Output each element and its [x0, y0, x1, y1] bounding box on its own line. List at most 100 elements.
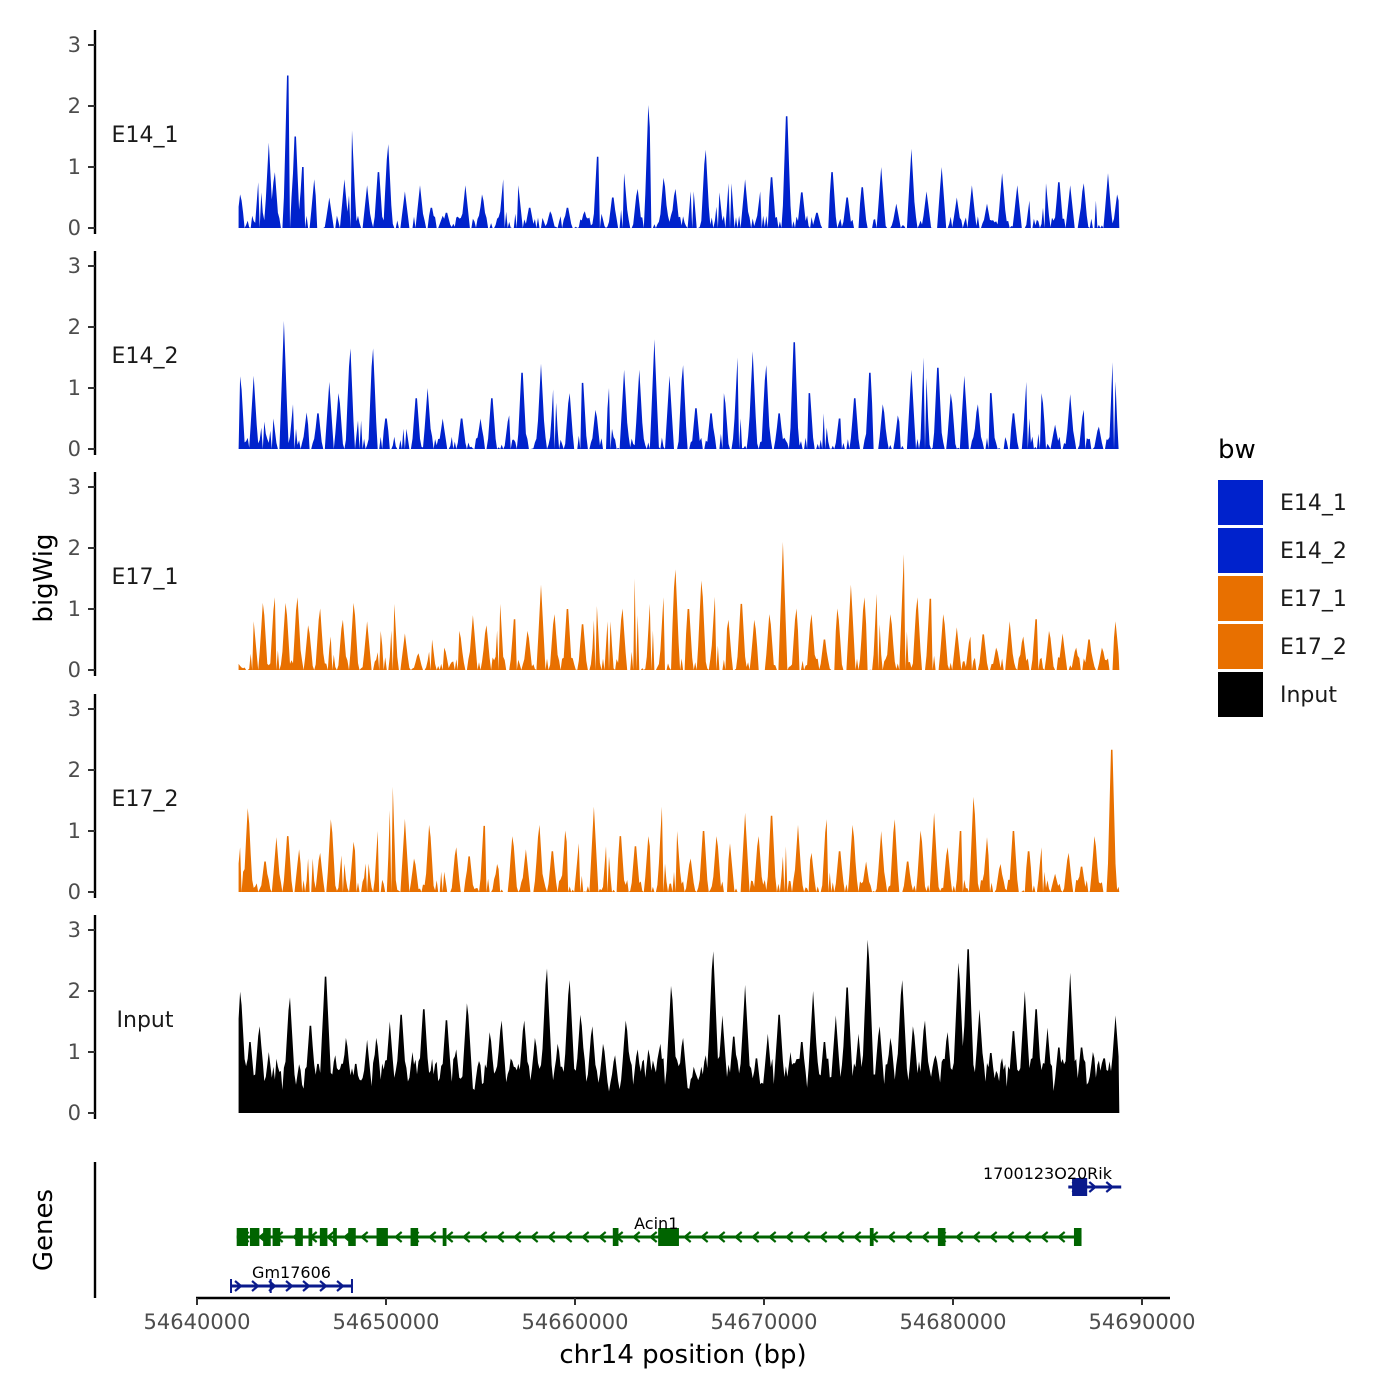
- gene-label: Acin1: [634, 1214, 678, 1233]
- exon: [1072, 1178, 1088, 1196]
- strand-chevron: [478, 1231, 488, 1243]
- legend-label: Input: [1280, 683, 1337, 708]
- strand-chevron: [988, 1231, 998, 1243]
- strand-chevron: [699, 1231, 709, 1243]
- exon: [319, 1228, 328, 1246]
- series-area-Input: [238, 939, 1120, 1113]
- strand-chevron: [954, 1231, 964, 1243]
- strand-chevron: [563, 1231, 573, 1243]
- genes-layer: 1700123O20Rik Acin1 Gm17606: [93, 1162, 1122, 1298]
- y-tick-label: 1: [68, 376, 81, 400]
- gene-Acin1: Acin1: [236, 1214, 1082, 1246]
- legend-swatch: [1218, 624, 1263, 669]
- track-Input: 0 1 2 3 Input: [68, 915, 1120, 1125]
- legend-title: bw: [1218, 435, 1256, 465]
- legend-label: E17_2: [1280, 635, 1347, 660]
- exon: [333, 1228, 337, 1246]
- track-E17_1: 0 1 2 3 E17_1: [68, 472, 1120, 682]
- strand-chevron: [750, 1231, 760, 1243]
- track-E14_2: 0 1 2 3 E14_2: [68, 251, 1120, 461]
- exon: [263, 1228, 271, 1246]
- strand-chevron: [818, 1231, 828, 1243]
- exon: [295, 1228, 303, 1246]
- y-tick-label: 3: [68, 475, 81, 499]
- y-tick-label: 3: [68, 697, 81, 721]
- strand-chevron: [784, 1231, 794, 1243]
- y-tick-label: 2: [68, 758, 81, 782]
- track-label: E14_1: [112, 123, 179, 148]
- gene-label: 1700123O20Rik: [983, 1164, 1113, 1183]
- legend-label: E14_1: [1280, 491, 1347, 516]
- legend-swatch: [1218, 480, 1263, 525]
- series-area-E14_2: [238, 320, 1120, 449]
- x-axis: 54640000 54650000 54660000 54670000 54680000…: [144, 1296, 1196, 1334]
- exon: [658, 1228, 679, 1246]
- strand-chevron: [886, 1231, 896, 1243]
- exon: [442, 1228, 447, 1246]
- strand-chevron: [648, 1231, 658, 1243]
- x-tick-label: 54650000: [333, 1310, 440, 1334]
- strand-chevron: [1022, 1231, 1032, 1243]
- x-tick-label: 54690000: [1089, 1310, 1196, 1334]
- strand-chevron: [682, 1231, 692, 1243]
- exon: [272, 1228, 281, 1246]
- strand-chevron: [733, 1231, 743, 1243]
- strand-chevron: [251, 1280, 260, 1292]
- strand-chevron: [512, 1231, 522, 1243]
- exon: [937, 1228, 946, 1246]
- track-E17_2: 0 1 2 3 E17_2: [68, 694, 1120, 904]
- x-axis-title: chr14 position (bp): [559, 1340, 806, 1370]
- strand-chevron: [461, 1231, 471, 1243]
- strand-chevron: [903, 1231, 913, 1243]
- exon: [1073, 1228, 1082, 1246]
- y-tick-label: 2: [68, 315, 81, 339]
- y-axis-title: bigWig: [29, 533, 59, 622]
- y-tick-label: 0: [68, 437, 81, 461]
- strand-chevron: [835, 1231, 845, 1243]
- series-area-E17_1: [238, 541, 1120, 670]
- exon: [376, 1228, 388, 1246]
- strand-chevron: [580, 1231, 590, 1243]
- strand-chevron: [319, 1280, 328, 1292]
- strand-chevron: [1056, 1231, 1066, 1243]
- strand-chevron: [393, 1231, 403, 1243]
- exon: [308, 1228, 313, 1246]
- y-tick-label: 1: [68, 155, 81, 179]
- strand-chevron: [852, 1231, 862, 1243]
- strand-chevron: [325, 1231, 335, 1243]
- strand-chevron: [546, 1231, 556, 1243]
- exon: [249, 1228, 260, 1246]
- y-tick-label: 0: [68, 658, 81, 682]
- exon: [410, 1228, 419, 1246]
- x-tick-label: 54670000: [711, 1310, 818, 1334]
- strand-chevron: [444, 1231, 454, 1243]
- track-label: E17_2: [112, 787, 179, 812]
- strand-chevron: [801, 1231, 811, 1243]
- strand-chevron: [529, 1231, 539, 1243]
- y-tick-label: 1: [68, 597, 81, 621]
- exon: [612, 1228, 619, 1246]
- track-label: E14_2: [112, 344, 179, 369]
- y-tick-label: 0: [68, 216, 81, 240]
- strand-chevron: [302, 1280, 311, 1292]
- exon: [236, 1228, 249, 1246]
- track-label: Input: [117, 1008, 174, 1033]
- strand-chevron: [1105, 1181, 1115, 1193]
- x-tick-label: 54640000: [144, 1310, 251, 1334]
- legend-label: E14_2: [1280, 539, 1347, 564]
- strand-chevron: [1005, 1231, 1015, 1243]
- strand-chevron: [336, 1280, 345, 1292]
- exon: [348, 1228, 356, 1246]
- strand-chevron: [359, 1231, 369, 1243]
- gene-label: Gm17606: [252, 1263, 331, 1282]
- x-tick-label: 54660000: [522, 1310, 629, 1334]
- exon: [869, 1228, 874, 1246]
- strand-chevron: [427, 1231, 437, 1243]
- series-area-E17_2: [238, 749, 1120, 892]
- genes-track-title: Genes: [29, 1189, 59, 1271]
- y-tick-label: 0: [68, 880, 81, 904]
- legend-label: E17_1: [1280, 587, 1347, 612]
- strand-chevron: [920, 1231, 930, 1243]
- y-tick-label: 1: [68, 1040, 81, 1064]
